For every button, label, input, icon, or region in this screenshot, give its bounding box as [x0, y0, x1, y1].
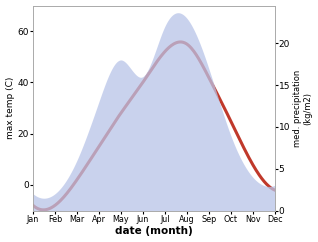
Y-axis label: max temp (C): max temp (C) [5, 77, 15, 139]
X-axis label: date (month): date (month) [115, 227, 193, 236]
Y-axis label: med. precipitation
(kg/m2): med. precipitation (kg/m2) [293, 69, 313, 147]
